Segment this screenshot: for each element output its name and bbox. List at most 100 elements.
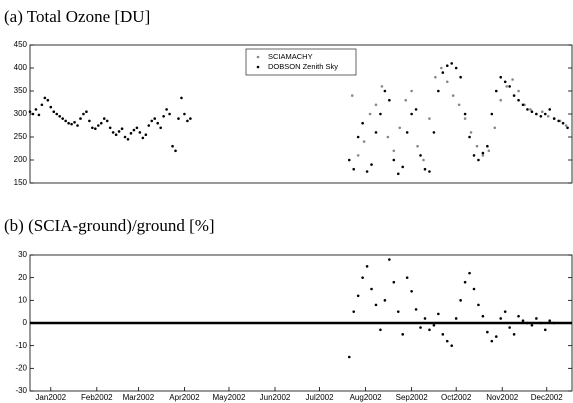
x-tick-label: Sep2002 — [396, 393, 429, 402]
data-point — [499, 98, 503, 102]
data-point — [126, 138, 130, 141]
data-point — [365, 265, 369, 268]
y-tick-label: -30 — [15, 386, 27, 395]
y-tick-label: 150 — [14, 178, 28, 187]
data-point — [392, 158, 396, 162]
data-point — [379, 328, 382, 332]
data-point — [356, 135, 360, 139]
data-point — [535, 112, 538, 116]
data-point — [494, 89, 498, 93]
data-point — [477, 303, 480, 307]
data-point — [511, 78, 514, 81]
data-point — [543, 328, 547, 332]
x-tick-label: Aug2002 — [350, 393, 383, 402]
data-point — [512, 333, 516, 336]
data-point — [40, 103, 44, 107]
x-tick-label: Mar2002 — [123, 393, 155, 402]
data-point — [147, 124, 151, 127]
y-tick-label: 350 — [14, 86, 28, 95]
data-point — [526, 321, 529, 325]
data-point — [162, 115, 165, 118]
y-tick-label: 300 — [14, 109, 28, 118]
data-point — [481, 154, 485, 157]
y-tick-label: 450 — [14, 40, 28, 49]
data-point — [468, 271, 471, 275]
data-point — [416, 144, 419, 148]
legend-swatch — [256, 55, 260, 59]
data-point — [472, 154, 476, 157]
data-point — [526, 108, 529, 111]
data-point — [546, 115, 550, 118]
data-point — [129, 132, 133, 135]
data-point — [171, 144, 174, 148]
x-tick-label: Jan2002 — [35, 393, 66, 402]
data-point — [437, 312, 440, 316]
data-point — [535, 317, 538, 320]
data-point — [469, 131, 473, 134]
data-point — [361, 276, 364, 279]
x-tick-label: Dec2002 — [531, 393, 564, 402]
data-point — [386, 135, 390, 139]
data-point — [365, 170, 369, 173]
y-tick-label: 0 — [23, 318, 28, 327]
data-point — [102, 117, 106, 120]
y-tick-label: 250 — [14, 132, 28, 141]
data-point — [374, 303, 378, 307]
data-point — [144, 133, 148, 136]
data-point — [388, 258, 391, 261]
data-point — [174, 149, 177, 153]
data-point — [28, 110, 32, 113]
data-point — [70, 122, 73, 126]
data-point — [64, 119, 67, 123]
x-tick-label: May2002 — [213, 393, 246, 402]
data-point — [552, 321, 556, 325]
data-point — [99, 121, 103, 125]
data-point — [380, 85, 384, 88]
data-point — [388, 98, 391, 102]
data-point — [123, 135, 127, 139]
data-point — [503, 80, 507, 84]
data-point — [79, 117, 82, 120]
legend-box — [245, 48, 357, 76]
data-point — [31, 112, 35, 116]
data-point — [153, 117, 157, 120]
data-point — [396, 310, 400, 313]
data-point — [379, 112, 382, 116]
data-point — [392, 149, 396, 153]
data-point — [468, 135, 471, 139]
data-point — [432, 131, 436, 134]
data-point — [350, 94, 354, 97]
data-point — [521, 103, 525, 107]
y-tick-label: 20 — [18, 273, 27, 282]
data-point — [108, 126, 112, 130]
legend-label: DOBSON Zenith Sky — [268, 62, 338, 71]
data-point — [356, 154, 360, 157]
data-point — [541, 110, 544, 113]
data-point — [432, 323, 436, 327]
data-point — [566, 126, 569, 130]
data-point — [450, 344, 454, 347]
data-point — [530, 110, 534, 113]
x-tick-label: Oct2002 — [441, 393, 472, 402]
data-point — [347, 355, 351, 359]
data-point — [88, 119, 91, 123]
data-point — [356, 294, 360, 298]
data-point — [370, 163, 373, 166]
data-point — [401, 165, 405, 169]
data-point — [530, 323, 534, 327]
data-point — [419, 326, 422, 329]
data-point — [517, 89, 520, 93]
data-point — [82, 112, 85, 116]
data-point — [472, 287, 476, 291]
data-point — [352, 167, 356, 171]
data-point — [156, 121, 160, 125]
data-point — [493, 126, 497, 130]
data-point — [414, 308, 418, 311]
data-point — [441, 71, 445, 74]
data-point — [440, 66, 443, 70]
data-point — [428, 117, 431, 120]
legend-label: SCIAMACHY — [268, 52, 313, 61]
data-point — [94, 127, 97, 131]
data-point — [487, 149, 491, 153]
data-point — [451, 94, 455, 97]
